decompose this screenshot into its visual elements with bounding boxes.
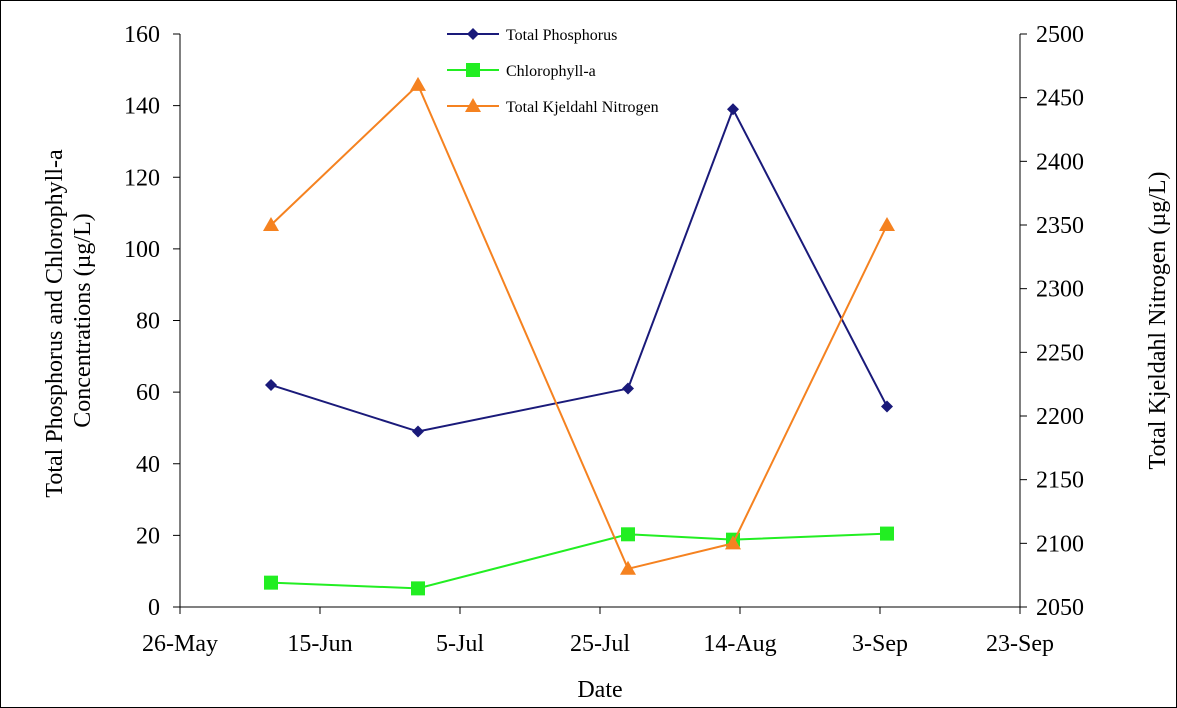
data-point: [264, 576, 278, 590]
legend-label: Chlorophyll-a: [506, 63, 596, 80]
y2-tick-label: 2050: [1036, 595, 1084, 621]
x-tick-label: 25-Jul: [570, 631, 630, 657]
data-point: [411, 581, 425, 595]
legend-marker: [466, 63, 480, 77]
y2-tick-label: 2300: [1036, 277, 1084, 303]
y2-tick-label: 2400: [1036, 149, 1084, 175]
y-tick-label: 80: [136, 309, 160, 335]
y-axis-title-line-1: Total Phosphorus and Chlorophyll-a: [42, 149, 68, 498]
x-tick-label: 23-Sep: [986, 631, 1054, 657]
x-axis-title: Date: [577, 677, 622, 703]
y-tick-label: 40: [136, 452, 160, 478]
y2-tick-label: 2500: [1036, 22, 1084, 48]
y2-tick-label: 2450: [1036, 86, 1084, 112]
y2-tick-label: 2200: [1036, 404, 1084, 430]
y-tick-label: 120: [124, 165, 160, 191]
x-tick-label: 5-Jul: [436, 631, 484, 657]
legend-label: Total Kjeldahl Nitrogen: [506, 99, 659, 116]
y-tick-label: 100: [124, 237, 160, 263]
y-tick-label: 140: [124, 94, 160, 120]
y-axis-title-line-2: Concentrations (µg/L): [70, 213, 96, 427]
data-point: [880, 527, 894, 541]
data-point: [621, 527, 635, 541]
y2-tick-label: 2150: [1036, 468, 1084, 494]
y2-tick-label: 2100: [1036, 531, 1084, 557]
y-tick-label: 0: [148, 595, 160, 621]
y2-tick-label: 2250: [1036, 340, 1084, 366]
y-tick-label: 160: [124, 22, 160, 48]
x-tick-label: 3-Sep: [852, 631, 908, 657]
legend-label: Total Phosphorus: [506, 27, 617, 44]
y2-tick-label: 2350: [1036, 213, 1084, 239]
x-tick-label: 14-Aug: [703, 631, 776, 657]
x-tick-label: 15-Jun: [287, 631, 352, 657]
x-tick-label: 26-May: [142, 631, 218, 657]
y-tick-label: 20: [136, 523, 160, 549]
y2-axis-title: Total Kjeldahl Nitrogen (µg/L): [1145, 171, 1171, 469]
y-tick-label: 60: [136, 380, 160, 406]
